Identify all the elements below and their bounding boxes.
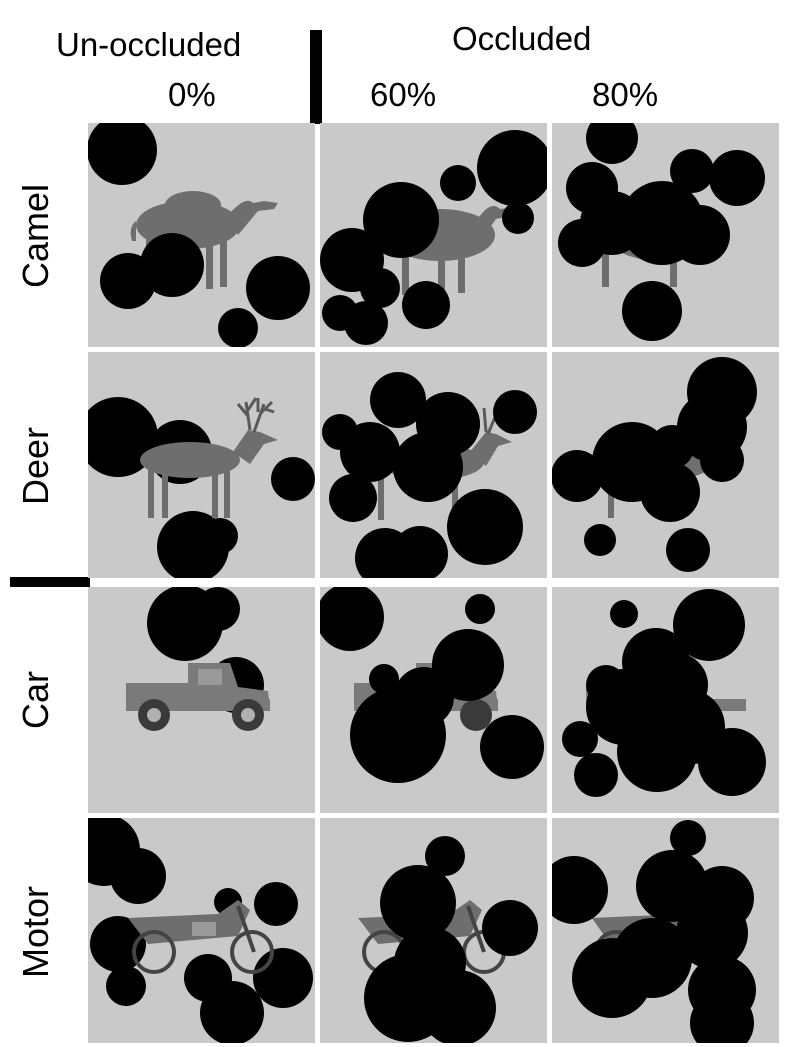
occluded-header: Occluded	[452, 20, 592, 57]
cell-deer-80	[552, 352, 779, 578]
vertical-divider	[310, 30, 322, 124]
cell-camel-0	[88, 123, 315, 347]
level-60-header: 60%	[370, 76, 437, 113]
camel-image	[558, 123, 765, 341]
horizontal-divider	[10, 577, 90, 587]
motorcycle-image	[552, 820, 756, 1043]
camel-image	[320, 130, 547, 345]
level-80-header: 80%	[592, 76, 659, 113]
car-image	[562, 589, 766, 797]
cell-camel-80	[552, 123, 779, 347]
cell-deer-0	[88, 352, 315, 578]
cell-deer-60	[320, 352, 547, 578]
cell-car-60	[320, 587, 547, 813]
row-label-motor: Motor	[15, 885, 56, 979]
motorcycle-image	[88, 818, 313, 1043]
cell-camel-60	[320, 123, 547, 347]
motorcycle-image	[358, 836, 538, 1043]
deer-image	[552, 357, 757, 572]
cell-motor-60	[320, 818, 547, 1043]
unoccluded-header: Un-occluded	[56, 26, 242, 63]
camel-image	[88, 123, 310, 347]
row-label-deer: Deer	[15, 426, 56, 506]
cell-motor-80	[552, 818, 779, 1043]
cell-motor-0	[88, 818, 315, 1043]
cell-car-80	[552, 587, 779, 813]
cell-car-0	[88, 587, 315, 813]
row-label-car: Car	[15, 670, 56, 730]
deer-image	[322, 372, 537, 578]
car-image	[320, 587, 544, 783]
level-0-header: 0%	[168, 76, 216, 113]
deer-image	[88, 397, 315, 578]
car-image	[126, 587, 270, 731]
row-label-camel: Camel	[15, 183, 56, 289]
